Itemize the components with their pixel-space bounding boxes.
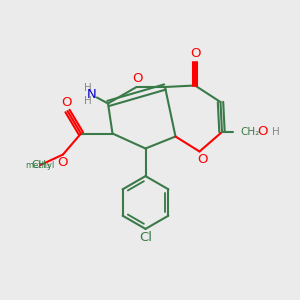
- Text: Cl: Cl: [139, 231, 152, 244]
- Text: O: O: [197, 153, 208, 167]
- Text: N: N: [87, 88, 96, 101]
- Text: O: O: [132, 71, 142, 85]
- Text: O: O: [190, 46, 201, 60]
- Text: CH₃: CH₃: [31, 160, 50, 170]
- Text: methyl: methyl: [25, 160, 55, 169]
- Text: O: O: [62, 96, 72, 109]
- Text: H: H: [272, 127, 280, 137]
- Text: H: H: [84, 96, 92, 106]
- Text: O: O: [257, 125, 268, 138]
- Text: O: O: [57, 156, 68, 170]
- Text: H: H: [84, 83, 92, 93]
- Text: CH₂: CH₂: [240, 127, 259, 137]
